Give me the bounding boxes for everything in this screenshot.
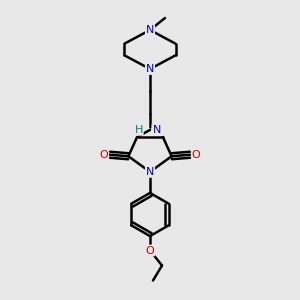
Text: N: N	[146, 64, 154, 74]
Text: N: N	[146, 167, 154, 177]
Text: O: O	[146, 245, 154, 256]
Text: O: O	[192, 150, 201, 160]
Text: H: H	[134, 125, 143, 135]
Text: N: N	[146, 25, 154, 35]
Text: N: N	[152, 125, 161, 135]
Text: O: O	[99, 150, 108, 160]
